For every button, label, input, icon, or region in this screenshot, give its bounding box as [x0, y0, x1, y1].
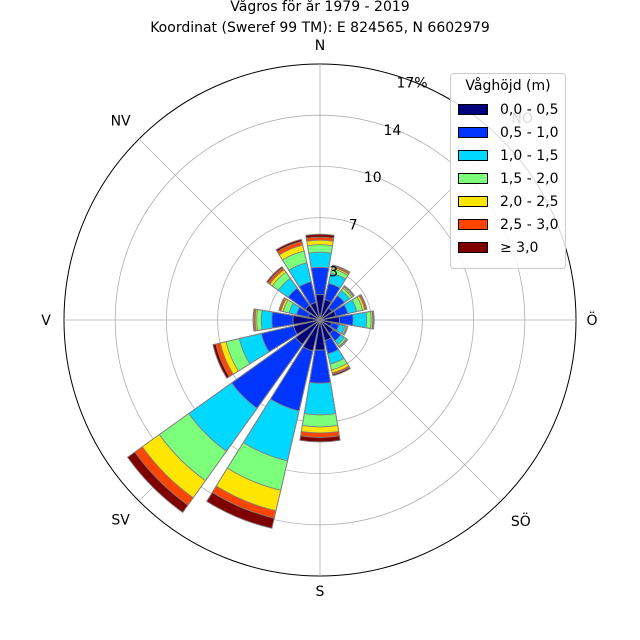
legend-entry: 2,5 - 3,0	[451, 213, 565, 236]
legend-entry: 0,5 - 1,0	[451, 121, 565, 144]
legend-swatch	[458, 127, 488, 138]
direction-label: SV	[111, 512, 130, 528]
bar-segment	[304, 304, 321, 321]
bar-segment	[319, 307, 333, 321]
bar-segment	[231, 319, 321, 409]
bar-segment	[319, 310, 337, 321]
bar-segment	[314, 319, 326, 351]
legend-swatch	[458, 196, 488, 207]
rose-bars	[126, 233, 375, 529]
bar-segment	[310, 266, 330, 321]
direction-label: SÖ	[511, 512, 531, 530]
legend-swatch	[458, 104, 488, 115]
polar-labels: NNOÖSÖSSVVNV37101417%	[41, 38, 597, 600]
legend-label: 0,5 - 1,0	[500, 124, 559, 141]
chart-subtitle: Koordinat (Sweref 99 TM): E 824565, N 66…	[150, 20, 490, 36]
direction-label: NV	[111, 114, 131, 130]
legend-label: 1,5 - 2,0	[500, 170, 559, 187]
radial-tick-label: 7	[349, 217, 358, 233]
legend-entry: 1,0 - 1,5	[451, 144, 565, 167]
radial-tick-label: 10	[364, 170, 382, 186]
bar-segment	[302, 319, 321, 352]
bar-segment	[309, 301, 321, 321]
legend-label: 0,0 - 0,5	[500, 101, 559, 118]
legend-label: 1,0 - 1,5	[500, 147, 559, 164]
bar-segment	[309, 319, 331, 384]
radial-tick-label: 17%	[396, 76, 427, 92]
radial-tick-label: 14	[383, 123, 401, 139]
bar-segment	[319, 319, 332, 342]
legend-label: 2,5 - 3,0	[500, 216, 559, 233]
bar-segment	[294, 319, 321, 346]
direction-label: S	[316, 584, 325, 600]
direction-label: V	[41, 313, 51, 329]
legend-entry: ≥ 3,0	[451, 236, 565, 259]
legend-label: 2,0 - 2,5	[500, 193, 559, 210]
bar-segment	[292, 315, 321, 325]
bar-segment	[319, 298, 332, 321]
legend-entry: 2,0 - 2,5	[451, 190, 565, 213]
legend-swatch	[458, 173, 488, 184]
legend-swatch	[458, 219, 488, 230]
bar-segment	[319, 319, 335, 335]
legend-swatch	[458, 242, 488, 253]
legend: Våghöjd (m) 0,0 - 0,5 0,5 - 1,0 1,0 - 1,5 1…	[450, 73, 566, 269]
legend-label: ≥ 3,0	[500, 239, 539, 256]
legend-entry: 0,0 - 0,5	[451, 98, 565, 121]
bar-segment	[293, 319, 321, 335]
legend-title: Våghöjd (m)	[465, 78, 551, 94]
bar-segment	[315, 293, 325, 321]
legend-entry: 1,5 - 2,0	[451, 167, 565, 190]
direction-label: Ö	[586, 311, 597, 329]
grid-spoke	[319, 319, 502, 502]
chart-title: Vågros för år 1979 - 2019	[230, 0, 410, 15]
bar-segment	[319, 316, 341, 324]
direction-label: N	[315, 38, 325, 54]
radial-tick-label: 3	[329, 265, 338, 281]
legend-swatch	[458, 150, 488, 161]
